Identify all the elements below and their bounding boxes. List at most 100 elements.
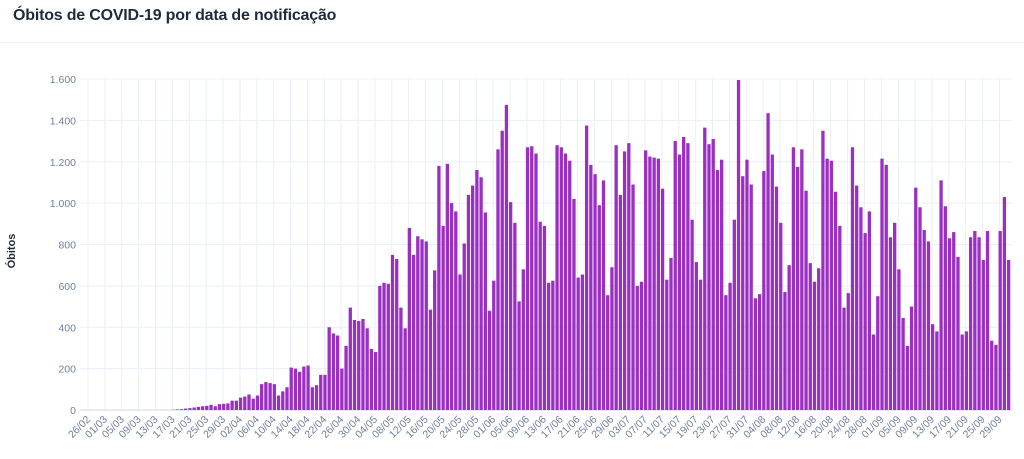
bar [348,307,352,410]
bar [905,345,909,410]
bar [217,404,222,410]
y-tick-label: 1.000 [50,198,76,210]
bar [665,279,669,410]
y-tick-label: 600 [58,281,76,293]
bar [859,207,863,410]
bar [255,395,260,410]
bar [631,184,635,410]
bar [677,154,682,410]
bar [694,262,698,410]
bar [454,211,458,410]
bar [656,158,660,410]
bar [382,282,386,410]
bar [205,405,209,410]
bar [319,374,323,410]
bar [331,333,336,410]
bar [344,345,348,410]
bar [947,238,952,410]
bar [728,282,732,410]
bar [808,263,812,410]
bar [956,256,960,410]
bar [926,241,931,410]
bar [335,335,340,410]
bar [871,334,876,410]
bar [504,104,509,410]
bar [542,225,547,410]
bar [888,237,893,410]
bar [981,260,985,410]
bar [492,280,496,410]
bar [521,269,525,410]
bar [437,165,441,410]
bar [863,233,867,410]
bar [509,202,513,410]
bar [1002,196,1007,410]
title-divider [0,42,1024,43]
bar [272,384,276,410]
bar [416,236,420,410]
bar [213,406,217,410]
bar [829,160,834,410]
bar [977,237,981,410]
y-tick-label: 400 [58,322,76,334]
bar [627,143,631,410]
bar [584,125,589,410]
bar [939,180,943,410]
bar [779,222,783,410]
bar [576,277,580,410]
bar [660,188,665,410]
bar [736,80,741,411]
bar [243,396,247,410]
bar [285,387,289,410]
bar [293,368,298,410]
bar [378,285,382,410]
bar [749,184,753,410]
bar [998,231,1002,410]
bar [724,295,728,410]
bar [369,348,374,410]
bar [462,243,466,410]
bar [901,317,905,410]
bar [597,205,601,410]
bar [500,130,504,410]
bar [703,127,707,410]
bar [306,365,310,410]
bar [546,282,551,410]
bar [222,403,226,410]
bar [580,274,585,410]
bar [188,408,192,410]
bar [880,158,884,410]
bar [644,150,648,410]
bar [247,394,251,410]
bar [471,185,475,410]
bar [909,306,914,410]
bar [931,324,935,410]
bar [487,310,492,410]
bar [420,239,424,410]
bar [817,268,821,410]
bar [635,285,639,410]
bar [175,409,179,410]
bar [614,145,618,410]
bar [1006,260,1011,410]
bar [973,231,977,410]
bar [327,327,331,410]
bar [399,307,403,410]
bar [276,395,281,410]
bar [260,384,264,410]
y-tick-label: 1.400 [50,115,76,127]
bar [428,309,433,410]
bar [530,146,534,410]
bar [361,318,365,410]
bar [783,292,787,410]
bar [606,295,610,410]
bar [673,141,677,410]
bar [732,219,736,410]
bar [745,159,749,410]
bar [179,409,184,410]
bar [559,147,563,411]
bar [365,328,369,410]
bar [707,144,711,410]
bar [766,113,770,411]
bar [386,283,390,410]
